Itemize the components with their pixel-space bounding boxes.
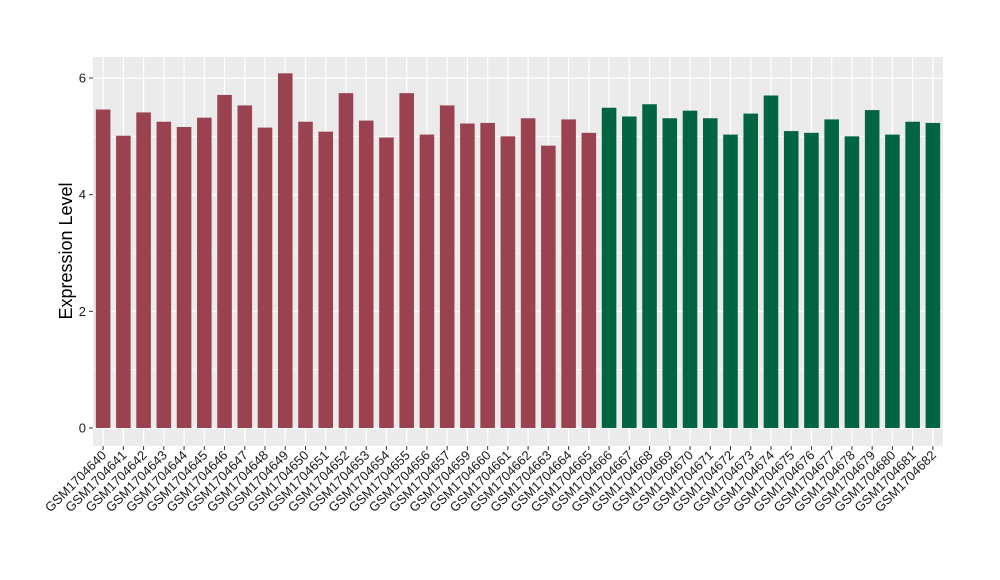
bars <box>95 73 941 429</box>
bar-GSM1704665 <box>581 132 597 429</box>
bar-GSM1704645 <box>197 117 212 429</box>
bar-GSM1704640 <box>95 109 111 428</box>
bar-GSM1704671 <box>702 118 718 428</box>
y-axis-title: Expression Level <box>56 182 76 319</box>
bar-GSM1704678 <box>844 136 860 429</box>
bar-GSM1704651 <box>318 131 334 428</box>
y-axis: 0 2 4 6 <box>79 71 93 436</box>
y-tick-label: 2 <box>79 304 86 319</box>
bar-GSM1704653 <box>358 120 374 428</box>
bar-GSM1704676 <box>804 132 819 429</box>
bar-GSM1704660 <box>480 122 495 429</box>
bar-GSM1704673 <box>743 113 759 428</box>
y-tick-label: 4 <box>79 187 86 202</box>
bar-GSM1704642 <box>136 112 151 429</box>
bar-GSM1704662 <box>520 118 536 428</box>
bar-GSM1704670 <box>682 110 698 429</box>
bar-GSM1704679 <box>864 110 880 428</box>
bar-GSM1704654 <box>379 137 394 428</box>
bar-GSM1704677 <box>824 119 839 429</box>
bar-GSM1704661 <box>500 136 516 429</box>
bar-GSM1704656 <box>419 134 435 429</box>
bar-GSM1704650 <box>298 121 313 428</box>
y-tick-label: 0 <box>79 421 86 436</box>
bar-GSM1704659 <box>460 123 475 428</box>
bar-GSM1704643 <box>156 121 172 428</box>
bar-GSM1704646 <box>217 94 232 429</box>
bar-GSM1704655 <box>399 93 414 429</box>
bar-GSM1704666 <box>601 107 617 428</box>
bar-GSM1704649 <box>277 73 293 428</box>
bar-GSM1704674 <box>763 95 779 428</box>
bar-GSM1704680 <box>885 134 900 429</box>
bar-GSM1704648 <box>257 127 273 428</box>
bar-GSM1704667 <box>622 116 637 428</box>
y-tick-label: 6 <box>79 71 86 86</box>
bar-GSM1704641 <box>116 135 131 428</box>
bar-GSM1704681 <box>905 121 920 428</box>
x-axis: GSM1704640GSM1704641GSM1704642GSM1704643… <box>42 446 939 515</box>
bar-GSM1704647 <box>237 105 253 429</box>
bar-GSM1704657 <box>439 105 455 429</box>
bar-GSM1704652 <box>338 93 354 429</box>
bar-GSM1704668 <box>642 104 657 428</box>
bar-GSM1704682 <box>925 122 941 429</box>
bar-GSM1704664 <box>561 119 576 429</box>
bar-GSM1704663 <box>541 145 556 428</box>
bar-GSM1704675 <box>783 131 799 429</box>
bar-GSM1704672 <box>723 134 738 429</box>
bar-GSM1704669 <box>662 118 678 428</box>
bar-GSM1704644 <box>176 127 192 428</box>
plot-panel <box>93 57 943 446</box>
